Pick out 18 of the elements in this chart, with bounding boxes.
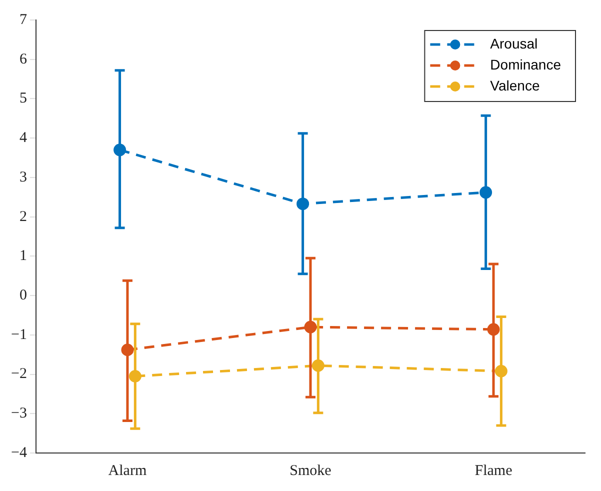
y-tick-label: 0	[19, 287, 27, 304]
y-tick-label: 7	[19, 12, 28, 28]
y-tick-label: −1	[10, 326, 27, 343]
legend-label: Dominance	[490, 56, 562, 72]
legend-label: Valence	[490, 77, 540, 94]
y-tick-label: 4	[19, 130, 28, 146]
x-tick-label: Alarm	[108, 462, 147, 479]
y-tick-label: 3	[19, 169, 27, 186]
x-tick-label: Flame	[474, 462, 513, 479]
y-tick-label: 5	[19, 90, 27, 107]
legend-label: Arousal	[490, 35, 538, 52]
y-tick-label: −3	[10, 406, 27, 422]
x-tick-label: Smoke	[290, 462, 332, 479]
y-tick-label: 1	[19, 248, 27, 264]
y-tick-label: −4	[10, 444, 28, 461]
y-tick-label: 2	[19, 208, 27, 225]
y-tick-label: 6	[19, 51, 28, 68]
y-tick-label: −2	[10, 366, 27, 382]
